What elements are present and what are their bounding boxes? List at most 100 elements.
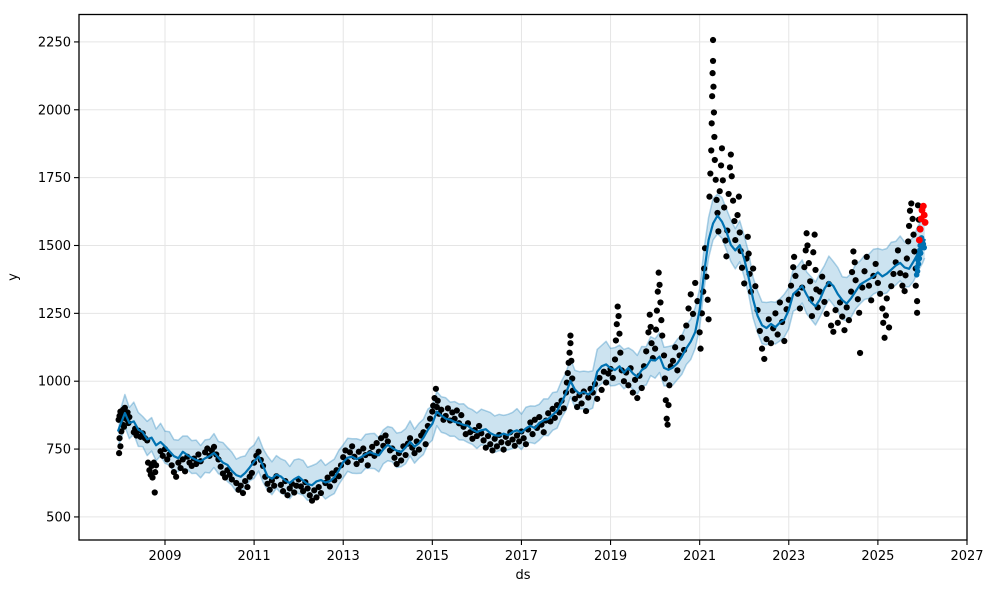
observed-point: [567, 340, 574, 347]
observed-point: [484, 432, 492, 440]
observed-point: [264, 480, 271, 487]
observed-point: [656, 281, 663, 288]
observed-point: [469, 435, 476, 442]
observed-point: [531, 416, 538, 423]
observed-point: [812, 266, 819, 274]
observed-point: [509, 436, 516, 443]
observed-point: [802, 247, 809, 254]
observed-point: [629, 389, 636, 396]
observed-point: [432, 385, 439, 392]
observed-point: [913, 298, 921, 305]
observed-point: [360, 445, 367, 452]
observed-point: [661, 375, 669, 382]
observed-point: [834, 319, 841, 326]
observed-point: [620, 378, 628, 385]
observed-point: [652, 326, 660, 333]
observed-point: [116, 450, 123, 457]
observed-point: [709, 93, 716, 100]
observed-point: [750, 265, 757, 272]
observed-point: [266, 486, 273, 493]
observed-point: [868, 297, 875, 304]
observed-point: [911, 248, 918, 255]
observed-point: [745, 250, 752, 257]
observed-point: [861, 268, 868, 275]
uncertainty-band-upper-edge: [117, 193, 926, 469]
observed-point: [704, 296, 711, 303]
observed-point: [722, 237, 729, 244]
observed-point: [149, 474, 156, 481]
observed-point: [617, 349, 624, 356]
y-tick-label: 500: [46, 510, 71, 525]
observed-point: [888, 283, 895, 290]
observed-point: [848, 268, 856, 276]
observed-point: [551, 414, 558, 421]
observed-point: [291, 489, 298, 496]
observed-point: [391, 454, 398, 461]
observed-point: [504, 439, 512, 447]
observed-point: [914, 202, 922, 209]
observed-point: [711, 133, 718, 141]
observed-point: [217, 463, 224, 470]
observed-point: [709, 36, 717, 44]
observed-point: [708, 147, 715, 154]
observed-point: [453, 407, 460, 414]
observed-point: [659, 332, 666, 339]
observed-point: [511, 442, 518, 449]
flagged-point: [919, 202, 927, 210]
observed-point: [602, 379, 610, 386]
observed-point: [520, 435, 527, 442]
x-tick-label: 2019: [594, 549, 627, 564]
observed-point: [571, 395, 579, 402]
observed-point: [776, 299, 783, 306]
observed-point: [890, 270, 897, 278]
observed-point: [905, 222, 913, 230]
observed-point: [612, 337, 619, 344]
observed-point: [406, 435, 414, 442]
y-tick-label: 1750: [38, 171, 71, 186]
observed-point: [369, 443, 376, 450]
observed-point: [732, 236, 739, 244]
gridlines: [79, 14, 968, 540]
observed-point: [901, 287, 908, 295]
observed-point: [159, 452, 166, 459]
observed-point: [173, 473, 180, 480]
observed-point: [364, 462, 371, 469]
observed-point: [648, 340, 655, 347]
observed-point: [646, 311, 653, 318]
forecast-tail-point: [915, 261, 922, 267]
observed-point: [609, 374, 616, 382]
observed-point: [306, 492, 313, 499]
observed-point: [415, 446, 423, 453]
observed-point: [713, 196, 720, 203]
observed-point: [498, 439, 505, 446]
observed-point: [657, 299, 664, 306]
observed-point: [706, 193, 713, 200]
observed-point: [696, 329, 703, 336]
observed-point: [709, 70, 716, 77]
forecast-line: [117, 214, 926, 487]
observed-point: [315, 483, 322, 491]
observed-point: [664, 421, 671, 428]
observed-point: [791, 253, 798, 260]
observed-point: [117, 443, 124, 450]
observed-point: [710, 109, 718, 116]
observed-point: [763, 336, 770, 343]
observed-point: [734, 211, 741, 219]
observed-point: [723, 253, 730, 260]
observed-point: [738, 264, 746, 271]
observed-point: [906, 207, 914, 214]
observed-point: [308, 497, 316, 504]
observed-point: [566, 349, 573, 356]
observed-point: [908, 200, 915, 207]
x-axis-label: ds: [515, 568, 530, 583]
observed-point: [851, 259, 858, 266]
observed-point: [772, 310, 779, 317]
observed-point: [761, 355, 768, 363]
observed-point: [774, 331, 781, 338]
observed-point: [567, 332, 574, 339]
observed-point: [715, 228, 722, 235]
observed-point: [444, 405, 452, 412]
observed-point: [222, 474, 229, 481]
observed-point: [271, 482, 278, 489]
